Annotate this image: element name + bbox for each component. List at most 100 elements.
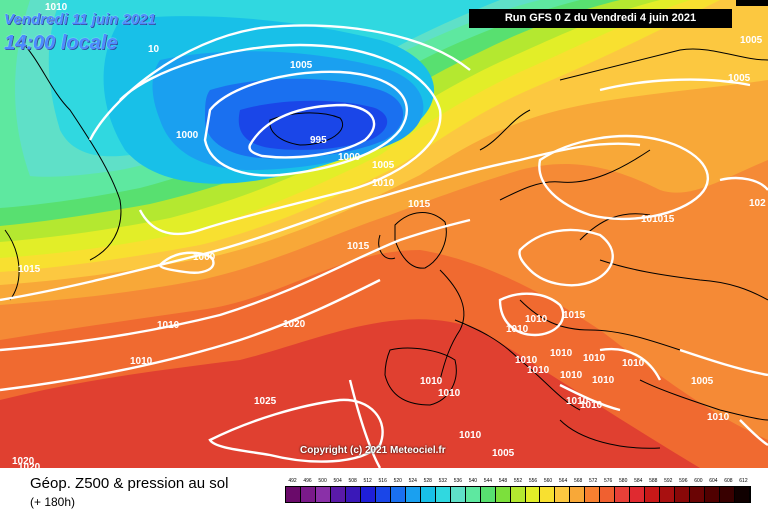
legend-value: 604 bbox=[709, 478, 718, 484]
isobar-label: 1010 bbox=[506, 324, 529, 335]
isobar-label: 1010 bbox=[592, 375, 615, 386]
legend-value: 552 bbox=[513, 478, 523, 484]
isobar-label: 1005 bbox=[290, 60, 313, 71]
isobar-label: 1005 bbox=[492, 448, 515, 459]
isobar-label: 1010 bbox=[438, 388, 461, 399]
legend-value: 600 bbox=[694, 478, 703, 484]
legend-value: 520 bbox=[393, 478, 402, 484]
legend-value: 556 bbox=[528, 478, 538, 484]
legend-value: 496 bbox=[303, 478, 312, 484]
footer-panel: Géop. Z500 & pression au sol (+ 180h) 49… bbox=[0, 468, 768, 512]
forecast-header: Vendredi 11 juin 2021 14:00 locale bbox=[4, 11, 156, 55]
legend-swatch bbox=[735, 487, 751, 502]
legend-value: 568 bbox=[573, 478, 583, 484]
isobar-label: 1010 bbox=[560, 370, 583, 381]
isobar-label: 1010 bbox=[525, 314, 548, 325]
legend-swatch bbox=[480, 487, 496, 502]
isobar-label: 101015 bbox=[641, 214, 675, 225]
color-scale-legend: 492 496 500 504 508 512 516 520 524 528 532 536 540 5… bbox=[285, 478, 751, 510]
legend-swatch bbox=[690, 487, 706, 502]
legend-swatches bbox=[285, 486, 751, 503]
isobar-label: 1005 bbox=[691, 376, 714, 387]
legend-value: 528 bbox=[423, 478, 432, 484]
legend-swatch bbox=[615, 487, 631, 502]
isobar-label: 995 bbox=[310, 135, 327, 146]
legend-value: 580 bbox=[619, 478, 628, 484]
legend-swatch bbox=[405, 487, 421, 502]
legend-swatch bbox=[585, 487, 601, 502]
legend-value: 500 bbox=[318, 478, 327, 484]
legend-swatch bbox=[555, 487, 571, 502]
legend-swatch bbox=[345, 487, 361, 502]
isobar-label: 1015 bbox=[408, 199, 431, 210]
isobar-label: 1015 bbox=[347, 241, 370, 252]
legend-value: 508 bbox=[348, 478, 357, 484]
isobar-label: 10 bbox=[148, 44, 160, 55]
isobar-label: 102 bbox=[749, 198, 766, 209]
pressure-map: 1010 10 1005 1000 995 1000 1005 1010 101… bbox=[0, 0, 768, 468]
isobar-label: 1000 bbox=[338, 152, 361, 163]
legend-swatch bbox=[465, 487, 481, 502]
isobar-label: 1010 bbox=[566, 396, 589, 407]
legend-value: 588 bbox=[649, 478, 658, 484]
legend-value: 540 bbox=[468, 478, 478, 484]
legend-swatch bbox=[510, 487, 526, 502]
isobar-label: 1010 bbox=[45, 2, 68, 13]
isobar-label: 1010 bbox=[583, 353, 606, 364]
isobar-label: 1010 bbox=[130, 356, 153, 367]
isobar-label: 1000 bbox=[176, 130, 199, 141]
legend-swatch bbox=[675, 487, 691, 502]
legend-swatch bbox=[435, 487, 451, 502]
legend-swatch bbox=[540, 487, 556, 502]
legend-value: 576 bbox=[604, 478, 613, 484]
legend-value: 492 bbox=[288, 478, 297, 484]
legend-value: 532 bbox=[438, 478, 447, 484]
legend-swatch bbox=[420, 487, 436, 502]
isobar-label: 1005 bbox=[372, 160, 395, 171]
isobar-label: 1010 bbox=[372, 178, 395, 189]
legend-value: 596 bbox=[679, 478, 688, 484]
legend-swatch bbox=[360, 487, 376, 502]
isobar-label: 1010 bbox=[580, 400, 603, 411]
legend-swatch bbox=[660, 487, 676, 502]
legend-value: 584 bbox=[634, 478, 643, 484]
forecast-offset: (+ 180h) bbox=[30, 495, 76, 509]
legend-value: 572 bbox=[588, 478, 598, 484]
legend-values: 492 496 500 504 508 512 516 520 524 528 532 536 540 5… bbox=[285, 478, 751, 484]
legend-value: 544 bbox=[483, 478, 493, 484]
isobar-label: 1010 bbox=[459, 430, 482, 441]
isobar-label: 1005 bbox=[740, 35, 763, 46]
legend-swatch bbox=[705, 487, 721, 502]
isobar-label: 1010 bbox=[622, 358, 645, 369]
legend-swatch bbox=[330, 487, 346, 502]
legend-swatch bbox=[375, 487, 391, 502]
forecast-date: Vendredi 11 juin 2021 bbox=[4, 11, 156, 28]
legend-value: 608 bbox=[724, 478, 733, 484]
isobar-label: 1010 bbox=[157, 320, 180, 331]
legend-value: 524 bbox=[408, 478, 417, 484]
legend-value: 564 bbox=[558, 478, 568, 484]
isobar-label: 1020 bbox=[283, 319, 306, 330]
isobar-label: 1015 bbox=[563, 310, 586, 321]
legend-value: 512 bbox=[363, 478, 372, 484]
legend-value: 612 bbox=[739, 478, 748, 484]
legend-swatch bbox=[570, 487, 586, 502]
legend-swatch bbox=[315, 487, 331, 502]
legend-swatch bbox=[525, 487, 541, 502]
isobar-label: 1005 bbox=[728, 73, 751, 84]
isobar-label: 1015 bbox=[18, 264, 41, 275]
legend-value: 516 bbox=[378, 478, 387, 484]
isobar-label: 1010 bbox=[515, 355, 538, 366]
legend-swatch bbox=[630, 487, 646, 502]
legend-swatch bbox=[495, 487, 511, 502]
isobar-label: 1000 bbox=[193, 252, 216, 263]
legend-value: 592 bbox=[664, 478, 673, 484]
legend-value: 504 bbox=[333, 478, 342, 484]
legend-swatch bbox=[450, 487, 466, 502]
legend-swatch bbox=[286, 487, 301, 502]
isobar-label: 1020 bbox=[18, 462, 41, 468]
legend-value: 536 bbox=[453, 478, 463, 484]
isobar-label: 1010 bbox=[527, 365, 550, 376]
isobar-label: 1025 bbox=[254, 396, 277, 407]
forecast-time: 14:00 locale bbox=[4, 32, 118, 54]
